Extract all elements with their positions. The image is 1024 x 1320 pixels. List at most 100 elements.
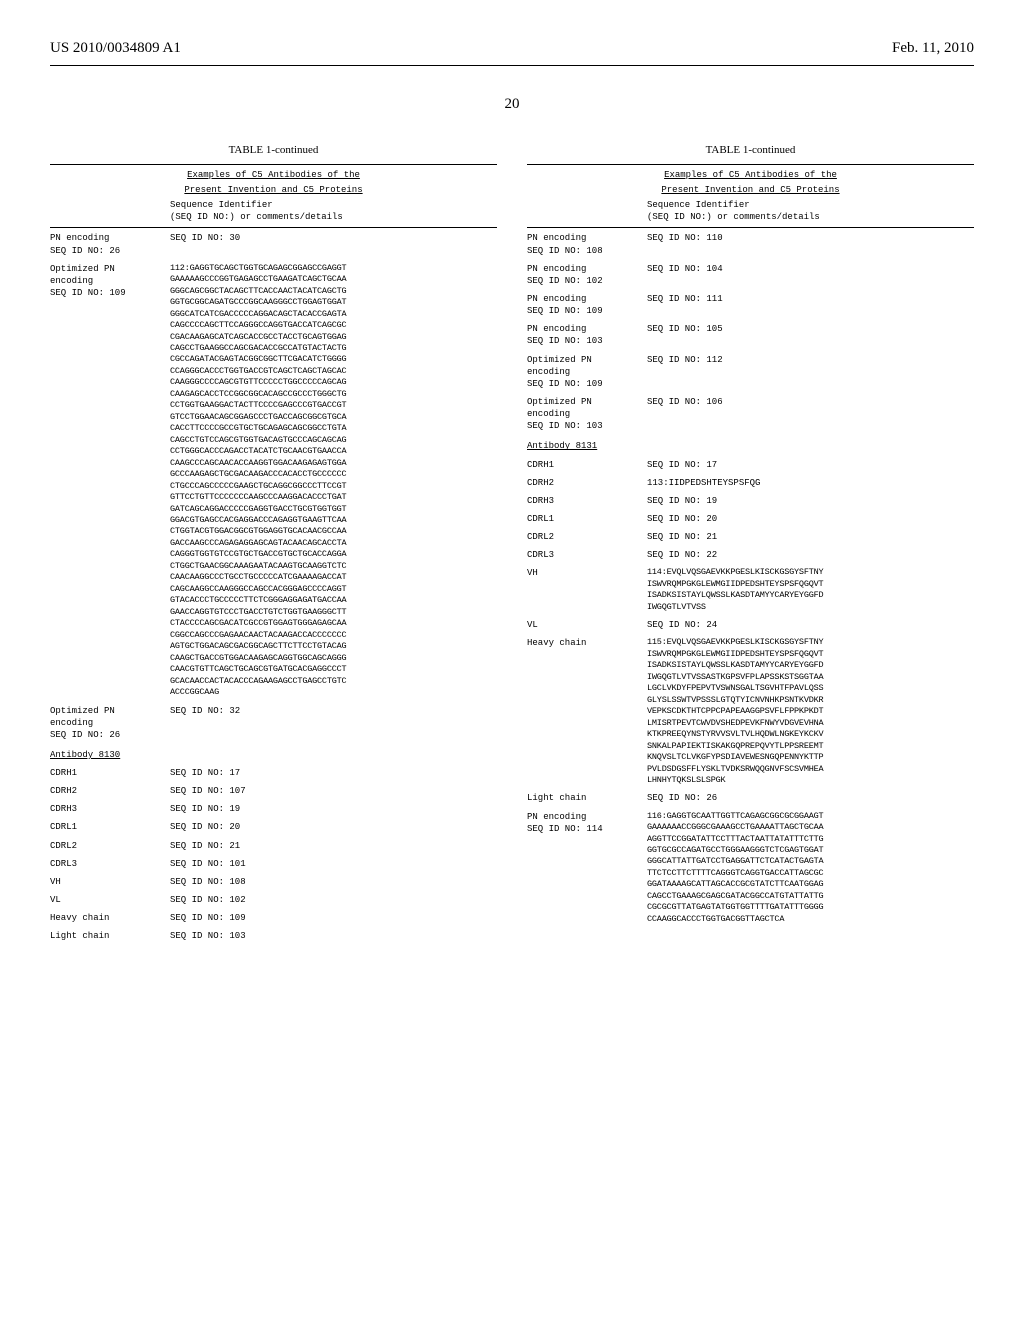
entry-value: 113:IIDPEDSHTEYSPSFQG (647, 477, 974, 489)
table-row: Heavy chainSEQ ID NO: 109 (50, 912, 497, 924)
seq-line: GGACGTGAGCCACGAGGACCCAGAGGTGAAGTTCAA (170, 515, 497, 526)
entry-value: SEQ ID NO: 110 (647, 232, 974, 256)
vl-label: VL (527, 619, 647, 631)
seq-line: CAAGCCCAGCAACACCAAGGTGGACAAGAGAGTGGA (170, 458, 497, 469)
entry-label: CDRH1 (50, 767, 170, 779)
entry-label: Optimized PN encoding SEQ ID NO: 109 (527, 354, 647, 390)
hc-label: Heavy chain (527, 637, 647, 786)
light-chain-entry: Light chain SEQ ID NO: 26 (527, 792, 974, 804)
table-row: PN encoding SEQ ID NO: 102SEQ ID NO: 104 (527, 263, 974, 287)
seq-line: CTGGTACGTGGACGGCGTGGAGGTGCACAACGCCAA (170, 526, 497, 537)
vh-label: VH (527, 567, 647, 613)
table-row: CDRH3SEQ ID NO: 19 (50, 803, 497, 815)
entry-value: SEQ ID NO: 109 (170, 912, 497, 924)
table-row: CDRL1SEQ ID NO: 20 (50, 821, 497, 833)
seq-line: IWGQGTLVTVSS (647, 602, 974, 613)
seq-line: GTTCCTGTTCCCCCCCAAGCCCAAGGACACCCTGAT (170, 492, 497, 503)
seq-line: ACCCGGCAAG (170, 687, 497, 698)
seq-line: GLYSLSSWTVPSSSLGTQTYICNVNHKPSNTKVDKR (647, 695, 974, 706)
seq-line: CAGCCCCAGCTTCCAGGGCCAGGTGACCATCAGCGC (170, 320, 497, 331)
seq-line: GGATAAAAGCATTAGCACCGCGTATCTTCAATGGAG (647, 879, 974, 890)
vh-lines: 114:EVQLVQSGAEVKKPGESLKISCKGSGYSFTNYISWV… (647, 567, 974, 613)
entry-label: PN encoding SEQ ID NO: 109 (527, 293, 647, 317)
seq-line: GCCCAAGAGCTGCGACAAGACCCACACCTGCCCCCC (170, 469, 497, 480)
seq-line: CGCGCGTTATGAGTATGGTGGTTTTGATATTTGGGG (647, 902, 974, 913)
seq-line: CCAGGGCACCCTGGTGACCGTCAGCTCAGCTAGCAC (170, 366, 497, 377)
table-row: CDRH2113:IIDPEDSHTEYSPSFQG (527, 477, 974, 489)
seq-line: 114:EVQLVQSGAEVKKPGESLKISCKGSGYSFTNY (647, 567, 974, 578)
lc-value: SEQ ID NO: 26 (647, 792, 974, 804)
entry-label: PN encoding SEQ ID NO: 26 (50, 232, 170, 256)
seq-line: CCAAGGCACCCTGGTGACGGTTAGCTCA (647, 914, 974, 925)
entry-value: SEQ ID NO: 32 (170, 705, 497, 741)
seq-line: 115:EVQLVQSGAEVKKPGESLKISCKGSGYSFTNY (647, 637, 974, 648)
entry-value: SEQ ID NO: 107 (170, 785, 497, 797)
entry-value: SEQ ID NO: 30 (170, 232, 497, 256)
seq-line: CGCCAGATACGAGTACGGCGGCTTCGACATCTGGGG (170, 354, 497, 365)
lc-label: Light chain (527, 792, 647, 804)
seq-line: GGTGCGCCAGATGCCTGGGAAGGGTCTCGAGTGGAT (647, 845, 974, 856)
seq-line: VEPKSCDKTHTCPPCPAPEAAGGPSVFLFPPKPKDT (647, 706, 974, 717)
pn114-lines: 116:GAGGTGCAATTGGTTCAGAGCGGCGCGGAAGTGAAA… (647, 811, 974, 926)
entry-value: SEQ ID NO: 102 (170, 894, 497, 906)
entry-label: Optimized PN encoding SEQ ID NO: 26 (50, 705, 170, 741)
entry-value: SEQ ID NO: 17 (170, 767, 497, 779)
entry-label: Light chain (50, 930, 170, 942)
table-subtitle1-left: Examples of C5 Antibodies of the (50, 169, 497, 181)
table-row: PN encoding SEQ ID NO: 109SEQ ID NO: 111 (527, 293, 974, 317)
seq-line: CAACGTGTTCAGCTGCAGCGTGATGCACGAGGCCCT (170, 664, 497, 675)
seq-line: IWGQGTLVTVSSASTKGPSVFPLAPSSKSTSGGTAA (647, 672, 974, 683)
seq-line: LGCLVKDYFPEPVTVSWNSGALTSGVHTFPAVLQSS (647, 683, 974, 694)
table-row: Optimized PN encoding SEQ ID NO: 103SEQ … (527, 396, 974, 432)
table-row: PN encoding SEQ ID NO: 26SEQ ID NO: 30 (50, 232, 497, 256)
entry-value: SEQ ID NO: 21 (647, 531, 974, 543)
seq-line: CGACAAGAGCATCAGCACCGCCTACCTGCAGTGGAG (170, 332, 497, 343)
page-header: US 2010/0034809 A1 Feb. 11, 2010 (50, 40, 974, 57)
seq-line: CAACAAGGCCCTGCCTGCCCCCATCGAAAAGACCAT (170, 572, 497, 583)
table-row: CDRL1SEQ ID NO: 20 (527, 513, 974, 525)
entry-label: PN encoding SEQ ID NO: 102 (527, 263, 647, 287)
entry-value: SEQ ID NO: 112 (647, 354, 974, 390)
seq-line: CAGGGTGGTGTCCGTGCTGACCGTGCTGCACCAGGA (170, 549, 497, 560)
entry-value: SEQ ID NO: 101 (170, 858, 497, 870)
table-row: Light chainSEQ ID NO: 103 (50, 930, 497, 942)
content-columns: TABLE 1-continued Examples of C5 Antibod… (50, 143, 974, 948)
table-subtitle2-right: Present Invention and C5 Proteins (527, 184, 974, 196)
seq-line: GACCAAGCCCAGAGAGGAGCAGTACAACAGCACCTA (170, 538, 497, 549)
pub-number: US 2010/0034809 A1 (50, 40, 181, 57)
hc-lines: 115:EVQLVQSGAEVKKPGESLKISCKGSGYSFTNYISWV… (647, 637, 974, 786)
entry-value: SEQ ID NO: 20 (170, 821, 497, 833)
heavy-chain-block: Heavy chain 115:EVQLVQSGAEVKKPGESLKISCKG… (527, 637, 974, 786)
entry-opt26: Optimized PN encoding SEQ ID NO: 26 SEQ … (50, 705, 497, 741)
entry-label: Heavy chain (50, 912, 170, 924)
entry-label: Optimized PN encoding SEQ ID NO: 103 (527, 396, 647, 432)
pn-encoding-114-block: PN encoding SEQ ID NO: 114 116:GAGGTGCAA… (527, 811, 974, 926)
entry-value: SEQ ID NO: 22 (647, 549, 974, 561)
table-title-right: TABLE 1-continued (527, 143, 974, 158)
seq-line: GCACAACCACTACACCCAGAAGAGCCTGAGCCTGTC (170, 676, 497, 687)
left-column: TABLE 1-continued Examples of C5 Antibod… (50, 143, 497, 948)
seq-line: CCTGGTGAAGGACTACTTCCCCGAGCCCGTGACCGT (170, 400, 497, 411)
seq-line: CAGCCTGAAAGCGAGCGATACGGCCATGTATTATTG (647, 891, 974, 902)
antibody-8131-header: Antibody 8131 (527, 440, 974, 452)
seq-line: CAAGGGCCCCAGCGTGTTCCCCCTGGCCCCCAGCAG (170, 377, 497, 388)
entry-value: SEQ ID NO: 19 (647, 495, 974, 507)
seq-line: ISADKSISTAYLQWSSLKASDTAMYYCARYEYGGFD (647, 590, 974, 601)
seq-line: CACCTTCCCCGCCGTGCTGCAGAGCAGCGGCCTGTA (170, 423, 497, 434)
col-header-text: Sequence Identifier (SEQ ID NO:) or comm… (647, 199, 820, 223)
seq-line: CCTGGGCACCCAGACCTACATCTGCAACGTGAACCA (170, 446, 497, 457)
seq-line: GAAAAAACCGGGCGAAAGCCTGAAAATTAGCTGCAA (647, 822, 974, 833)
header-rule (50, 65, 974, 66)
entry-label: CDRL3 (50, 858, 170, 870)
vl-value: SEQ ID NO: 24 (647, 619, 974, 631)
seq-line: GTCCTGGAACAGCGGAGCCCTGACCAGCGGCGTGCA (170, 412, 497, 423)
seq-line: LHNHYTQKSLSLSPGK (647, 775, 974, 786)
col-header-right: Sequence Identifier (SEQ ID NO:) or comm… (527, 199, 974, 223)
seq-line: GGGCAGCGGCTACAGCTTCACCAACTACATCAGCTG (170, 286, 497, 297)
table-row: CDRL2SEQ ID NO: 21 (527, 531, 974, 543)
entry-value: SEQ ID NO: 108 (170, 876, 497, 888)
seq-line: 116:GAGGTGCAATTGGTTCAGAGCGGCGCGGAAGT (647, 811, 974, 822)
seq-line: KTKPREEQYNSTYRVVSVLTVLHQDWLNGKEYKCKV (647, 729, 974, 740)
entry-label: CDRH3 (527, 495, 647, 507)
entry-label: CDRL1 (527, 513, 647, 525)
